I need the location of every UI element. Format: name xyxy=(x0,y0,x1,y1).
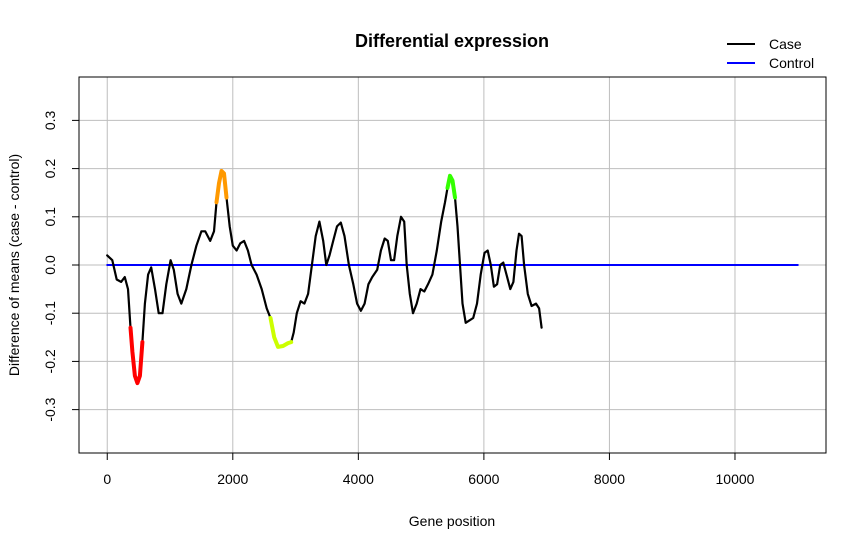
highlight-segment-0 xyxy=(128,325,145,386)
case-series xyxy=(106,169,543,385)
y-tick-label-0: -0.3 xyxy=(42,397,58,421)
y-axis: -0.3 -0.2 -0.1 0.0 0.1 0.2 0.3 xyxy=(42,110,79,422)
chart-title: Differential expression xyxy=(355,31,549,51)
y-tick-label-2: -0.1 xyxy=(42,301,58,325)
x-tick-label-5: 10000 xyxy=(716,471,755,487)
highlight-segment-1 xyxy=(214,169,229,205)
y-tick-label-6: 0.3 xyxy=(42,110,58,130)
legend-label-0: Case xyxy=(769,36,802,52)
x-tick-label-1: 2000 xyxy=(217,471,248,487)
series-line-case xyxy=(106,169,543,385)
x-tick-label-2: 4000 xyxy=(343,471,374,487)
x-tick-label-4: 8000 xyxy=(594,471,625,487)
y-tick-label-5: 0.2 xyxy=(42,159,58,179)
highlight-segment-2 xyxy=(268,316,294,349)
x-axis-title: Gene position xyxy=(409,513,495,529)
highlight-segments xyxy=(128,169,457,386)
legend-label-1: Control xyxy=(769,55,814,71)
x-tick-label-3: 6000 xyxy=(468,471,499,487)
y-tick-label-1: -0.2 xyxy=(42,349,58,373)
x-axis: 0 2000 4000 6000 8000 10000 xyxy=(103,453,755,487)
y-tick-label-4: 0.1 xyxy=(42,207,58,227)
legend: Case Control xyxy=(727,36,814,71)
highlight-segment-3 xyxy=(445,173,457,200)
y-tick-label-3: 0.0 xyxy=(42,255,58,275)
x-tick-label-0: 0 xyxy=(103,471,111,487)
y-axis-title: Difference of means (case - control) xyxy=(6,154,22,376)
